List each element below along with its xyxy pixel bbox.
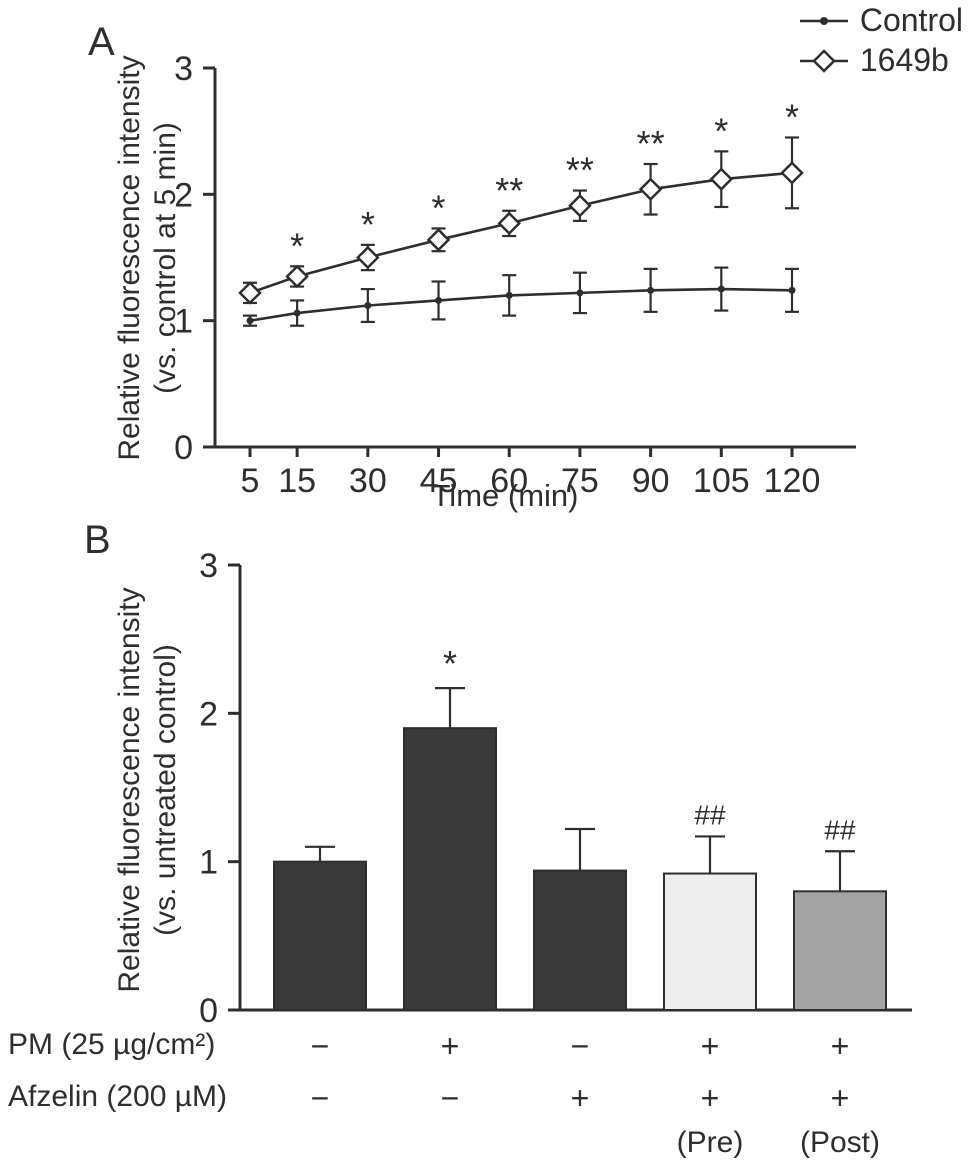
condition-value: + <box>571 1080 590 1116</box>
bar <box>533 869 627 1012</box>
data-point-diamond <box>356 245 380 270</box>
data-point-diamond <box>238 281 262 305</box>
condition-value: + <box>441 1028 460 1064</box>
x-tick-label: 105 <box>693 462 750 500</box>
data-point-dot <box>435 296 443 304</box>
legend-row-1649b: 1649b <box>798 42 963 79</box>
condition-value: − <box>311 1080 330 1116</box>
y-tick-label: 1 <box>199 844 218 882</box>
significance-marker: * <box>290 225 304 266</box>
condition-value: − <box>441 1080 460 1116</box>
timing-label: (Pre) <box>677 1126 744 1159</box>
x-tick-label: 45 <box>420 462 458 500</box>
x-tick-label: 120 <box>764 462 821 500</box>
condition-value: − <box>311 1028 330 1064</box>
data-point-diamond <box>709 167 734 191</box>
y-tick-label: 3 <box>174 50 193 88</box>
x-tick-label: 15 <box>278 462 316 500</box>
significance-marker: * <box>432 187 446 228</box>
legend: Control 1649b <box>798 2 963 79</box>
panel-b-label: B <box>84 518 111 562</box>
data-point-dot <box>364 302 372 310</box>
data-point-diamond <box>497 211 521 236</box>
bar <box>273 860 367 1011</box>
data-point-diamond <box>285 264 309 289</box>
x-tick-label: 30 <box>349 462 387 500</box>
x-tick-label: 90 <box>632 462 670 500</box>
condition-row-label-afzelin: Afzelin (200 µM) <box>8 1080 228 1113</box>
bar <box>403 727 497 1012</box>
control-marker-icon <box>799 16 848 25</box>
data-point-dot <box>576 289 584 297</box>
data-point-dot <box>505 291 513 299</box>
condition-value: − <box>571 1028 590 1064</box>
data-point-diamond <box>638 177 663 202</box>
data-point-diamond <box>426 228 451 252</box>
legend-label-1649b: 1649b <box>859 42 949 78</box>
data-point-dot <box>647 286 655 294</box>
data-point-dot <box>788 286 796 294</box>
panel-a-x-axis-label: Time (min) <box>431 478 579 513</box>
data-point-dot <box>293 309 301 317</box>
condition-value: + <box>831 1080 850 1116</box>
condition-value: + <box>831 1028 850 1064</box>
significance-marker: ## <box>824 814 856 845</box>
significance-marker: ** <box>495 170 523 211</box>
condition-row-label-pm: PM (25 µg/cm²) <box>8 1028 216 1061</box>
y-tick-label: 3 <box>199 547 218 585</box>
diamond-marker-icon <box>799 48 848 73</box>
timing-label: (Post) <box>800 1126 880 1159</box>
y-tick-label: 0 <box>174 429 193 467</box>
x-tick-label: 5 <box>241 462 260 500</box>
legend-label-control: Control <box>859 2 963 38</box>
legend-row-control: Control <box>798 2 963 39</box>
y-tick-label: 2 <box>174 176 193 214</box>
significance-marker: * <box>785 96 799 137</box>
significance-marker: ** <box>566 150 594 191</box>
y-tick-label: 2 <box>199 695 218 733</box>
bar <box>663 872 757 1011</box>
data-point-diamond <box>780 161 804 185</box>
data-point-diamond <box>568 193 592 218</box>
significance-marker: ## <box>694 799 726 830</box>
data-point-dot <box>717 285 725 293</box>
x-tick-label: 60 <box>490 462 528 500</box>
condition-value: + <box>701 1080 720 1116</box>
bar <box>793 890 887 1012</box>
significance-marker: * <box>714 110 728 151</box>
significance-marker: * <box>443 643 457 684</box>
series-line-control <box>249 287 793 322</box>
panel-b-chart: 0 1 2 3 * ## ## − + − + + − − + + + (Pre) (Post) <box>199 547 912 1159</box>
y-tick-label: 1 <box>174 303 193 341</box>
significance-marker: * <box>361 204 375 245</box>
panel-a-label: A <box>88 20 115 64</box>
x-tick-label: 75 <box>561 462 599 500</box>
y-tick-label: 0 <box>199 992 218 1030</box>
data-point-dot <box>246 317 254 325</box>
condition-value: + <box>701 1028 720 1064</box>
significance-marker: ** <box>637 123 665 164</box>
